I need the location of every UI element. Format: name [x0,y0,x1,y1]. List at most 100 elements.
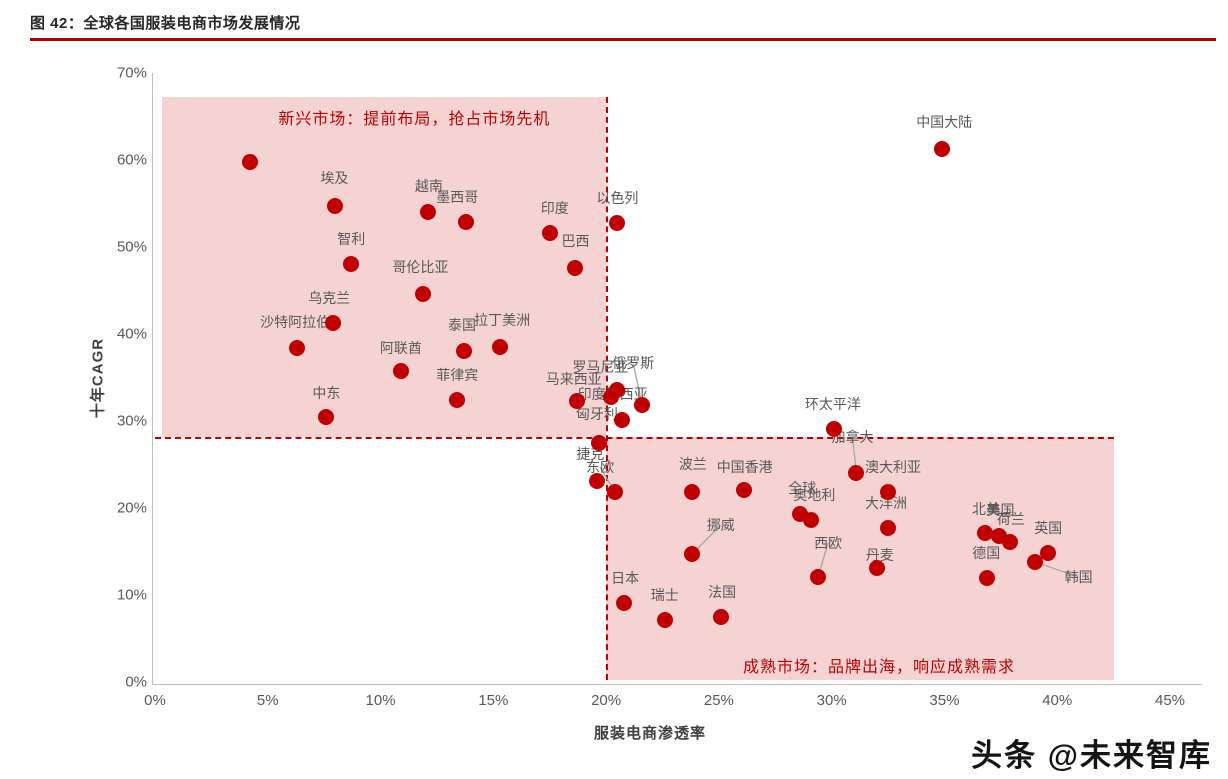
point-label-北美: 北美 [972,501,1001,518]
point-label-加拿大: 加拿大 [831,429,874,446]
scatter-point-菲律宾 [449,392,466,409]
point-label-英国: 英国 [1034,520,1063,537]
point-label-中国大陆: 中国大陆 [916,113,973,130]
scatter-point-环太平洋 [825,420,842,437]
y-tick-70: 70% [116,64,147,82]
scatter-point-巴西 [566,259,583,276]
x-tick-35: 35% [929,692,960,709]
scatter-point-中东 [318,408,335,425]
figure-title: 图 42：全球各国服装电商市场发展情况 [30,15,301,32]
point-label-罗马尼亚: 罗马尼亚 [572,358,629,375]
x-axis-title: 服装电商渗透率 [593,725,707,742]
dashed-line-vertical [606,97,609,680]
scatter-point-哥伦比亚 [415,285,432,302]
scatter-point-奥地利 [803,512,820,529]
point-label-瑞士: 瑞士 [650,587,679,604]
y-tick-0: 0% [125,673,147,691]
dashed-line-horizontal [155,436,1114,439]
x-tick-45: 45% [1154,692,1186,709]
point-label-西欧: 西欧 [814,534,843,551]
x-tick-20: 20% [591,692,622,709]
x-tick-40: 40% [1042,692,1073,709]
scatter-point-匈牙利 [613,412,630,429]
x-tick-5: 5% [256,692,279,709]
point-label-荷兰: 荷兰 [996,510,1025,527]
scatter-point-乌克兰 [325,314,342,331]
scatter-point-埃及 [327,198,344,215]
x-axis-line [152,684,1202,685]
scatter-point-墨西哥 [458,213,475,230]
y-axis-line [152,73,153,685]
point-label-智利: 智利 [337,231,366,248]
scatter-point [589,473,606,490]
scatter-point [241,153,258,170]
scatter-point-丹麦 [868,560,885,577]
point-label-印度: 印度 [540,200,569,217]
point-label-全球: 全球 [788,480,817,497]
x-tick-25: 25% [703,692,734,709]
point-label-拉丁美洲: 拉丁美洲 [474,312,531,329]
scatter-point-法国 [713,608,730,625]
scatter-point-越南 [419,204,436,221]
scatter-point-加拿大 [848,465,865,482]
scatter-point-日本 [616,594,633,611]
scatter-point-德国 [979,569,996,586]
point-label-奥地利: 奥地利 [793,487,836,504]
point-label-澳大利亚: 澳大利亚 [865,459,922,476]
scatter-point-智利 [343,256,360,273]
annotation-mature: 成熟市场：品牌出海，响应成熟需求 [743,658,1016,676]
point-label-韩国: 韩国 [1064,568,1093,585]
point-label-阿联酋: 阿联酋 [379,340,422,357]
emerging-market-zone [161,97,607,437]
point-label-德国: 德国 [972,544,1001,561]
scatter-point-泰国 [456,343,472,360]
x-tick-30: 30% [816,692,847,709]
point-label-丹麦: 丹麦 [865,547,894,564]
scatter-point-印度尼西亚 [602,388,619,405]
scatter-point-西欧 [810,568,827,585]
annotation-emerging: 新兴市场：提前布局，抢占市场先机 [278,111,551,129]
y-tick-40: 40% [116,325,147,343]
scatter-point-韩国 [1026,553,1043,570]
point-label-中国香港: 中国香港 [716,458,773,475]
point-label-波兰: 波兰 [678,456,707,473]
scatter-point-中国香港 [735,481,752,498]
scatter-point-东欧 [607,484,624,501]
title-underline [30,38,1216,41]
watermark: 头条 @未来智库 [971,738,1212,773]
scatter-point-大洋洲 [880,520,897,536]
x-tick-15: 15% [478,692,509,709]
point-label-沙特阿拉伯: 沙特阿拉伯 [260,313,331,330]
point-label-埃及: 埃及 [320,170,349,187]
y-tick-50: 50% [116,238,147,256]
scatter-point-澳大利亚 [880,484,897,501]
point-label-环太平洋: 环太平洋 [804,395,861,412]
scatter-point-瑞士 [656,612,673,629]
scatter-point-英国 [1040,545,1057,562]
point-label-越南: 越南 [414,178,443,195]
point-label-巴西: 巴西 [561,232,590,249]
scatter-point-拉丁美洲 [492,339,509,356]
y-tick-60: 60% [116,151,147,169]
scatter-point-波兰 [683,484,700,501]
point-label-乌克兰: 乌克兰 [308,289,351,306]
point-label-墨西哥: 墨西哥 [436,188,479,205]
point-label-马来西亚: 马来西亚 [545,370,602,387]
point-label-俄罗斯: 俄罗斯 [612,355,655,372]
x-tick-10: 10% [365,692,396,709]
y-tick-20: 20% [116,499,147,517]
scatter-point-沙特阿拉伯 [289,339,306,356]
scatter-point-挪威 [683,546,700,563]
scatter-point-阿联酋 [392,363,409,380]
scatter-point-荷兰 [1001,533,1018,550]
point-label-挪威: 挪威 [706,517,735,534]
point-label-大洋洲: 大洋洲 [865,495,908,511]
scatter-point-北美 [977,525,994,542]
y-tick-10: 10% [116,586,147,604]
point-label-菲律宾: 菲律宾 [436,367,479,384]
point-label-美国: 美国 [986,501,1015,518]
point-label-中东: 中东 [312,384,341,401]
scatter-point-中国大陆 [934,140,951,157]
point-label-以色列: 以色列 [596,189,639,206]
